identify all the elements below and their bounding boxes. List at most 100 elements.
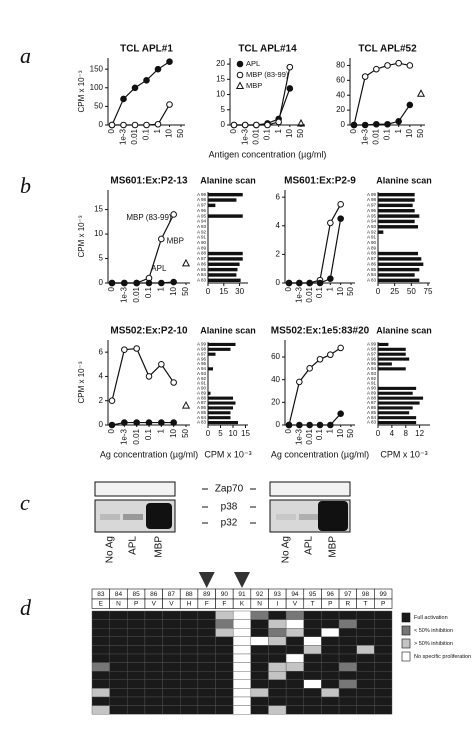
point — [253, 121, 260, 129]
bar — [208, 203, 216, 208]
x-tick-label: 0 — [349, 128, 358, 133]
x-tick-label: 10 — [229, 429, 238, 438]
cell — [215, 679, 234, 689]
cell — [162, 619, 181, 629]
point — [108, 421, 116, 429]
bar — [208, 411, 231, 415]
x-tick-label: 0 — [376, 429, 381, 438]
residue-label: T — [311, 601, 315, 608]
legend-label: MBP (83-99) — [246, 70, 289, 79]
cell — [144, 662, 163, 672]
x-tick-label: 1 — [153, 128, 162, 133]
cell — [285, 696, 304, 706]
cell — [144, 628, 163, 638]
x-tick-label: 1 — [325, 428, 334, 433]
y-tick-label: 0 — [341, 120, 346, 129]
residue-label: V — [293, 601, 298, 608]
cell — [374, 628, 393, 638]
category-label: A 83 — [197, 278, 207, 283]
cell — [232, 705, 252, 715]
cell — [180, 645, 199, 655]
category-label: A 97 — [197, 203, 207, 208]
cell — [197, 636, 216, 646]
cell — [285, 610, 304, 620]
cell — [127, 645, 146, 655]
y-tick-label: 5 — [221, 105, 226, 114]
point — [181, 258, 191, 267]
cell — [356, 610, 375, 620]
y-tick-label: 2 — [276, 249, 281, 258]
y-tick-label: 15 — [216, 74, 225, 83]
legend-marker — [235, 81, 245, 89]
bar — [208, 342, 236, 347]
y-tick-label: 0 — [221, 120, 226, 129]
y-tick-label: 80 — [336, 61, 345, 70]
cell — [303, 645, 322, 655]
point — [120, 95, 127, 103]
x-tick-label: 0 — [206, 429, 211, 438]
x-tick-label: 0 — [229, 128, 238, 133]
point — [120, 121, 127, 129]
cell — [338, 645, 357, 655]
category-label: A 96 — [367, 208, 377, 213]
cell — [232, 662, 252, 672]
category-label: A 84 — [367, 272, 377, 277]
category-label: A 92 — [197, 376, 207, 381]
cell — [321, 705, 340, 715]
cell — [268, 662, 287, 672]
x-tick-label: 0 — [107, 428, 116, 433]
cell — [144, 636, 163, 646]
cell — [215, 645, 234, 655]
x-tick-label: 10 — [336, 428, 345, 437]
cell — [127, 636, 146, 646]
cell — [144, 653, 163, 663]
cell — [374, 671, 393, 681]
bar — [208, 396, 233, 400]
point — [158, 279, 165, 287]
position-label: 83 — [97, 591, 105, 598]
cell — [91, 653, 110, 663]
cell — [91, 696, 110, 706]
legend-swatch — [401, 612, 411, 623]
cell — [356, 619, 375, 629]
point — [170, 379, 177, 386]
category-label: A 85 — [367, 410, 377, 415]
series-line — [289, 204, 342, 284]
category-label: A 88 — [367, 251, 377, 256]
category-label: A 91 — [367, 235, 377, 240]
cell — [232, 610, 252, 620]
chart-title: MS601:Ex:P2-9 — [284, 176, 356, 187]
category-label: A 92 — [197, 229, 207, 234]
chart-title: MS502:Ex:1e5:83#20 — [271, 326, 370, 337]
cell — [338, 636, 357, 646]
cell — [374, 679, 393, 689]
cell — [109, 671, 128, 681]
y-tick-label: 150 — [90, 64, 104, 73]
header-cell — [374, 598, 393, 609]
cell — [144, 688, 163, 698]
category-label: A 83 — [367, 420, 377, 425]
x-tick-label: 0 — [107, 286, 116, 291]
category-label: A 97 — [197, 351, 207, 356]
bar — [208, 198, 237, 202]
cell — [180, 662, 199, 672]
cell — [285, 645, 304, 655]
cell — [250, 688, 269, 698]
cell — [232, 628, 252, 638]
point — [373, 65, 380, 73]
cell — [321, 636, 340, 646]
category-label: A 86 — [197, 405, 207, 410]
series-line — [112, 104, 171, 126]
cell — [321, 696, 340, 706]
y-tick-label: 10 — [94, 229, 103, 238]
x-tick-label: 0.1 — [263, 128, 272, 140]
cell — [109, 628, 128, 638]
cell — [338, 679, 357, 689]
category-label: A 98 — [367, 197, 377, 202]
residue-label: F — [205, 601, 209, 608]
cell — [162, 696, 181, 706]
bar — [378, 225, 418, 229]
cell — [109, 645, 128, 655]
x-tick-label: 1 — [394, 128, 403, 133]
category-label: A 99 — [367, 192, 377, 197]
